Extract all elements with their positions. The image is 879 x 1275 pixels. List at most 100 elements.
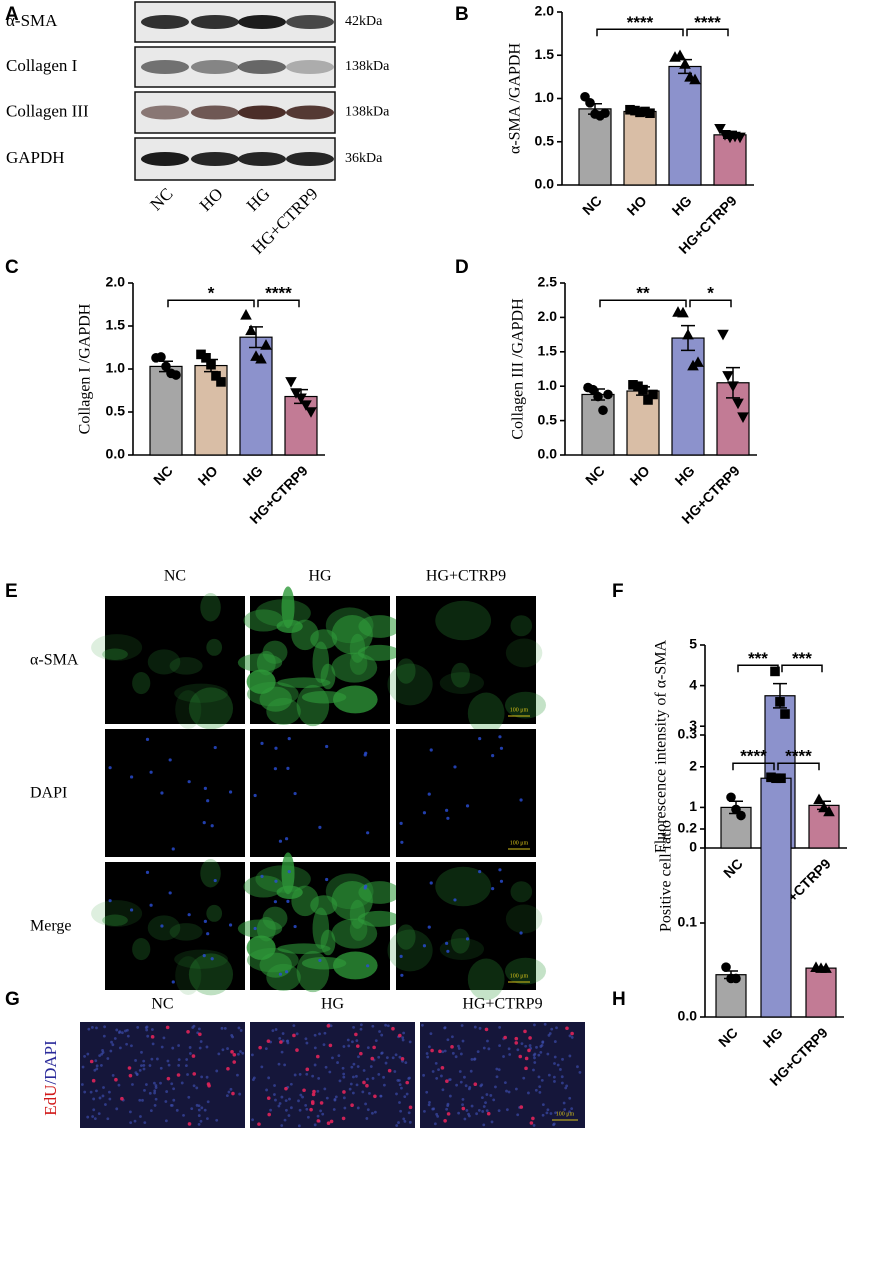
nucleus — [140, 1050, 143, 1054]
nucleus — [495, 1067, 499, 1071]
nucleus — [385, 1056, 389, 1060]
nucleus — [274, 746, 278, 750]
nucleus — [467, 1112, 470, 1116]
edu-nucleus — [365, 1083, 369, 1088]
cell-stain — [91, 634, 143, 661]
bar — [805, 967, 837, 1018]
nucleus — [502, 1055, 505, 1058]
nucleus — [384, 1061, 388, 1065]
edu-nucleus — [302, 1088, 306, 1093]
bar — [760, 777, 792, 1018]
nucleus — [140, 1064, 143, 1067]
micrograph — [396, 596, 536, 724]
y-tick-label: 2 — [689, 758, 697, 774]
edu-nucleus — [430, 1048, 434, 1053]
protein-label: GAPDH — [6, 148, 65, 167]
nucleus — [284, 970, 289, 974]
data-point — [161, 361, 171, 372]
data-point — [285, 377, 297, 388]
nucleus — [524, 1044, 528, 1048]
data-point — [823, 805, 835, 817]
data-point — [820, 962, 832, 973]
nucleus — [102, 1034, 106, 1038]
nucleus — [95, 1089, 98, 1093]
nucleus — [83, 1090, 87, 1094]
nucleus — [568, 1096, 572, 1100]
nucleus — [443, 1049, 447, 1053]
bar — [808, 804, 840, 849]
nucleus — [298, 1072, 302, 1076]
edu-nucleus — [523, 1029, 527, 1034]
data-point — [598, 405, 608, 416]
nucleus — [280, 1095, 284, 1099]
cell-stain — [505, 904, 543, 934]
nucleus — [321, 1112, 325, 1116]
nucleus — [408, 1120, 412, 1124]
nucleus — [228, 790, 233, 794]
nucleus — [220, 1026, 224, 1030]
edu-nucleus — [486, 1111, 491, 1116]
nucleus — [333, 1097, 337, 1101]
data-point — [603, 389, 613, 400]
cell-stain — [147, 649, 181, 675]
data-point — [689, 73, 701, 85]
nucleus — [206, 799, 210, 803]
edu-nucleus — [350, 1103, 354, 1108]
nucleus — [427, 792, 431, 796]
nucleus — [463, 1117, 467, 1121]
nucleus — [129, 1121, 133, 1125]
nucleus — [128, 1110, 132, 1114]
cell-stain — [439, 938, 485, 960]
y-tick-label: 4 — [689, 676, 697, 692]
nucleus — [565, 1084, 569, 1088]
nucleus — [198, 1046, 202, 1050]
y-axis-label: Fluorescence intensity of α-SMA — [653, 639, 670, 853]
nucleus — [338, 1079, 342, 1083]
nucleus — [108, 766, 112, 770]
nucleus — [206, 932, 210, 936]
micrograph — [250, 729, 390, 857]
nucleus — [172, 1098, 176, 1102]
nucleus — [378, 1030, 381, 1033]
data-point — [171, 370, 181, 380]
blot-band — [191, 152, 239, 166]
nucleus — [318, 825, 322, 829]
edu-nucleus — [370, 1056, 375, 1061]
edu-nucleus — [329, 1119, 334, 1124]
nucleus — [469, 1069, 473, 1073]
nucleus — [273, 900, 278, 904]
data-point — [687, 359, 699, 371]
nucleus — [408, 1076, 411, 1080]
nucleus — [578, 1070, 582, 1074]
edu-nucleus — [258, 1045, 262, 1050]
edu-nucleus — [328, 1043, 333, 1048]
nucleus — [146, 1034, 150, 1038]
data-point — [633, 381, 643, 391]
nucleus — [188, 1052, 192, 1055]
significance-bracket — [167, 299, 255, 308]
significance-bracket — [781, 664, 823, 673]
nucleus — [568, 1110, 572, 1114]
nucleus — [149, 770, 153, 774]
panel-letter: E — [5, 581, 18, 602]
nucleus — [206, 1117, 209, 1121]
nucleus — [355, 1074, 358, 1078]
nucleus — [203, 919, 207, 924]
nucleus — [319, 1109, 323, 1113]
edu-nucleus — [192, 1072, 197, 1076]
nucleus — [428, 1100, 431, 1104]
data-point — [771, 773, 781, 784]
nucleus — [473, 1057, 477, 1061]
nucleus — [236, 1052, 240, 1056]
nucleus — [238, 1092, 242, 1096]
nucleus — [351, 1040, 354, 1044]
data-point — [737, 412, 749, 423]
edu-nucleus — [114, 1077, 118, 1082]
nucleus — [397, 1121, 400, 1124]
edu-nucleus — [473, 1082, 478, 1087]
data-point — [593, 391, 603, 402]
nucleus — [396, 1079, 400, 1082]
significance-label: * — [208, 284, 215, 303]
panel-letter: G — [5, 989, 20, 1010]
nucleus — [527, 1091, 530, 1095]
